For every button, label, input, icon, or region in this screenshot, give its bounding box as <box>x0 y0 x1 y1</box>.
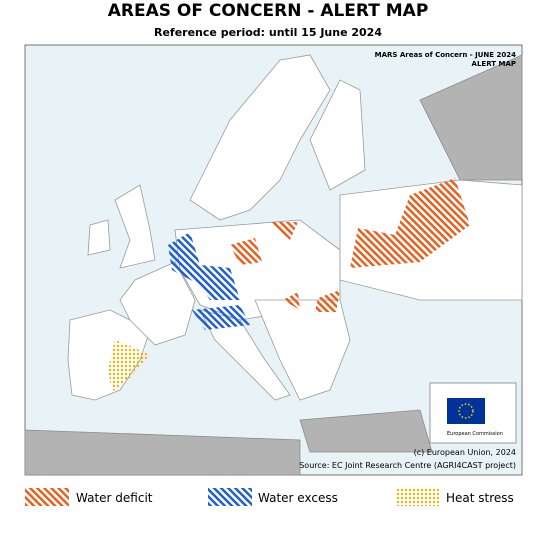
region <box>309 79 366 191</box>
eu-stars <box>458 403 474 419</box>
logo-text: European Commission <box>447 431 503 437</box>
region <box>254 299 351 401</box>
inset-title: MARS Areas of Concern - JUNE 2024 <box>375 51 517 59</box>
region <box>24 429 301 476</box>
legend-swatch <box>25 488 69 506</box>
water-excess-area <box>168 232 240 300</box>
water-excess-area <box>192 305 250 330</box>
water-deficit-area <box>350 178 470 268</box>
source: Source: EC Joint Research Centre (AGRI4C… <box>299 461 516 470</box>
water-deficit-area <box>283 292 300 310</box>
region <box>87 219 111 256</box>
region <box>199 309 291 401</box>
legend-label: Water deficit <box>76 491 153 505</box>
heat-stress-area <box>108 340 150 392</box>
legend: Water deficit Water excess Heat stress <box>25 488 514 506</box>
legend-label: Heat stress <box>446 491 514 505</box>
copyright: (c) European Union, 2024 <box>414 448 516 457</box>
water-deficit-area <box>230 238 262 265</box>
water-deficit-area <box>315 290 340 312</box>
inset-subtitle: ALERT MAP <box>472 60 516 68</box>
region <box>114 184 156 269</box>
region <box>299 409 433 453</box>
map: MARS Areas of Concern - JUNE 2024 ALERT … <box>24 44 523 476</box>
legend-swatch <box>208 488 252 506</box>
legend-label: Water excess <box>258 491 338 505</box>
region <box>189 54 331 221</box>
subtitle: Reference period: until 15 June 2024 <box>154 26 382 39</box>
legend-swatch <box>395 488 439 506</box>
region <box>67 309 151 401</box>
title: AREAS OF CONCERN - ALERT MAP <box>108 1 429 21</box>
region <box>419 54 523 181</box>
eu-flag <box>447 398 485 424</box>
water-deficit-area <box>270 222 298 240</box>
